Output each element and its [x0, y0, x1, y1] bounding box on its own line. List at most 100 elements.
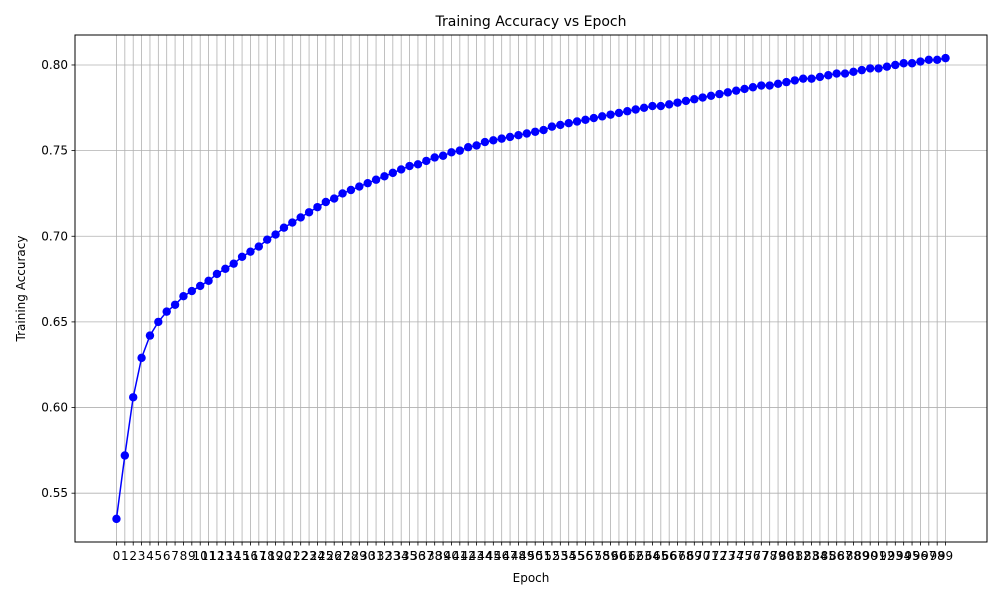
x-tick-label: 59: [603, 549, 618, 563]
y-axis-label: Training Accuracy: [14, 236, 28, 343]
x-tick-label: 78: [762, 549, 777, 563]
data-point: [798, 74, 808, 83]
grid-lines: [75, 35, 987, 542]
x-tick-label: 7: [171, 549, 179, 563]
x-tick-label: 44: [477, 549, 492, 563]
data-point: [120, 451, 130, 460]
x-tick-label: 68: [678, 549, 693, 563]
x-tick-label: 41: [452, 549, 467, 563]
x-tick-label: 74: [729, 549, 744, 563]
plot-frame: [74, 34, 988, 543]
x-tick-label: 35: [402, 549, 417, 563]
data-point: [731, 86, 741, 95]
x-tick-label: 24: [310, 549, 325, 563]
x-tick-label: 50: [528, 549, 543, 563]
y-tick-label: 0.75: [41, 144, 68, 158]
data-point: [304, 208, 314, 217]
data-point: [422, 156, 431, 166]
y-axis-ticks: 0.55 0.60 0.65 0.70 0.75 0.80: [41, 58, 75, 500]
data-point: [530, 127, 540, 136]
data-point: [388, 168, 398, 178]
data-point: [380, 172, 389, 181]
data-point: [782, 77, 791, 87]
data-point: [338, 189, 347, 198]
x-tick-label: 86: [829, 549, 844, 563]
data-point: [597, 112, 607, 121]
data-point: [321, 197, 331, 207]
x-tick-label: 22: [293, 549, 308, 563]
data-point: [832, 69, 841, 78]
data-point: [673, 98, 682, 107]
data-point: [648, 101, 657, 111]
data-point: [765, 81, 774, 90]
x-tick-label: 73: [720, 549, 735, 563]
x-tick-label: 85: [821, 549, 836, 563]
data-point: [438, 151, 448, 160]
x-tick-label: 11: [201, 549, 216, 563]
x-tick-label: 42: [461, 549, 476, 563]
x-tick-label: 53: [553, 549, 568, 563]
data-point: [514, 131, 523, 140]
data-point: [212, 269, 222, 279]
x-tick-label: 83: [804, 549, 819, 563]
x-tick-label: 77: [754, 549, 769, 563]
data-point: [413, 160, 423, 169]
data-point: [145, 331, 155, 340]
x-tick-label: 91: [871, 549, 886, 563]
x-axis-label: Epoch: [513, 571, 550, 585]
y-tick-label: 0.80: [41, 58, 68, 72]
x-tick-label: 60: [611, 549, 626, 563]
y-tick-label: 0.70: [41, 229, 68, 243]
data-point: [137, 353, 146, 363]
data-point: [849, 67, 858, 77]
x-tick-label: 2: [129, 549, 137, 563]
x-tick-label: 48: [511, 549, 526, 563]
data-point: [472, 141, 481, 150]
x-tick-label: 23: [301, 549, 316, 563]
data-point: [262, 235, 272, 244]
x-tick-label: 56: [578, 549, 593, 563]
data-point: [129, 393, 138, 402]
x-tick-label: 80: [779, 549, 794, 563]
data-point: [254, 242, 264, 251]
x-tick-label: 43: [469, 549, 484, 563]
data-point: [279, 223, 289, 232]
data-point: [807, 74, 816, 83]
data-point: [179, 292, 188, 301]
data-point: [589, 113, 599, 123]
x-axis-ticks: 0 1 2 3 4 5 6 7 8 9101112131415161718192021222324…: [113, 542, 953, 563]
data-point: [773, 79, 783, 89]
x-tick-label: 38: [427, 549, 442, 563]
data-point: [162, 307, 171, 316]
data-point: [623, 107, 632, 116]
data-point: [430, 153, 439, 162]
data-point: [396, 165, 406, 174]
data-point: [363, 178, 372, 188]
data-point: [463, 142, 473, 152]
data-point: [329, 194, 339, 203]
data-point: [237, 252, 247, 262]
x-tick-label: 96: [913, 549, 928, 563]
data-point: [547, 122, 557, 131]
data-point: [941, 53, 950, 63]
data-point: [154, 317, 163, 327]
data-point: [748, 83, 758, 92]
data-point: [916, 57, 925, 66]
data-point: [681, 96, 691, 106]
data-point: [581, 115, 590, 124]
x-tick-label: 27: [335, 549, 350, 563]
x-tick-label: 87: [837, 549, 852, 563]
x-tick-label: 70: [695, 549, 710, 563]
x-tick-label: 69: [687, 549, 702, 563]
data-point: [631, 105, 640, 114]
y-tick-label: 0.55: [41, 486, 68, 500]
data-point: [715, 89, 724, 99]
data-point: [924, 55, 933, 65]
x-tick-label: 0: [113, 549, 121, 563]
data-point: [706, 91, 716, 101]
data-point: [405, 161, 414, 171]
data-point: [455, 146, 465, 155]
x-tick-label: 71: [703, 549, 718, 563]
data-point: [187, 286, 197, 296]
data-point: [204, 276, 213, 285]
